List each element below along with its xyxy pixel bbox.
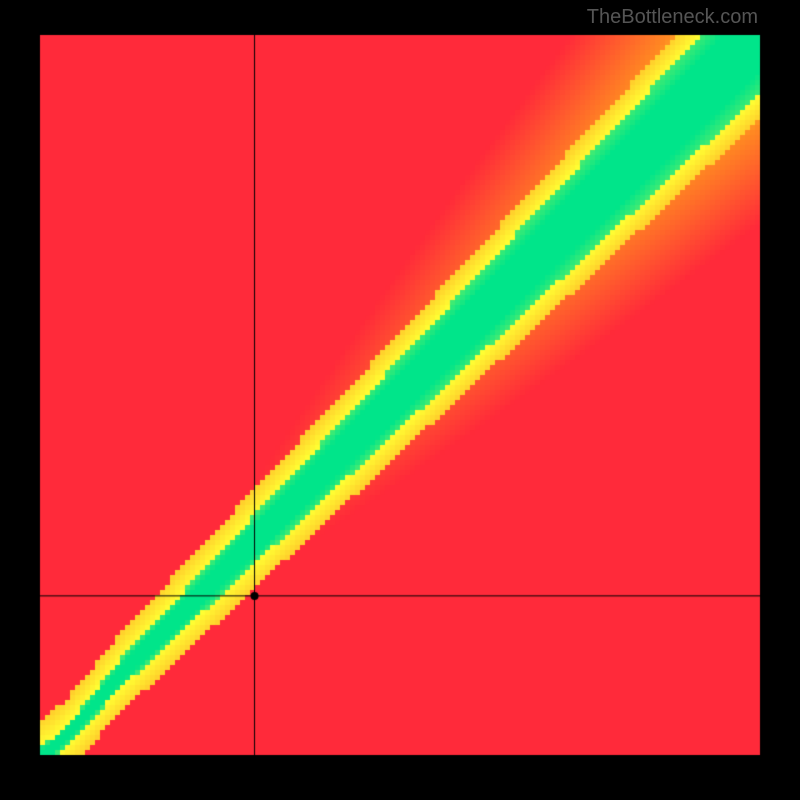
bottleneck-heatmap: [0, 0, 800, 800]
watermark-text: TheBottleneck.com: [587, 6, 758, 29]
